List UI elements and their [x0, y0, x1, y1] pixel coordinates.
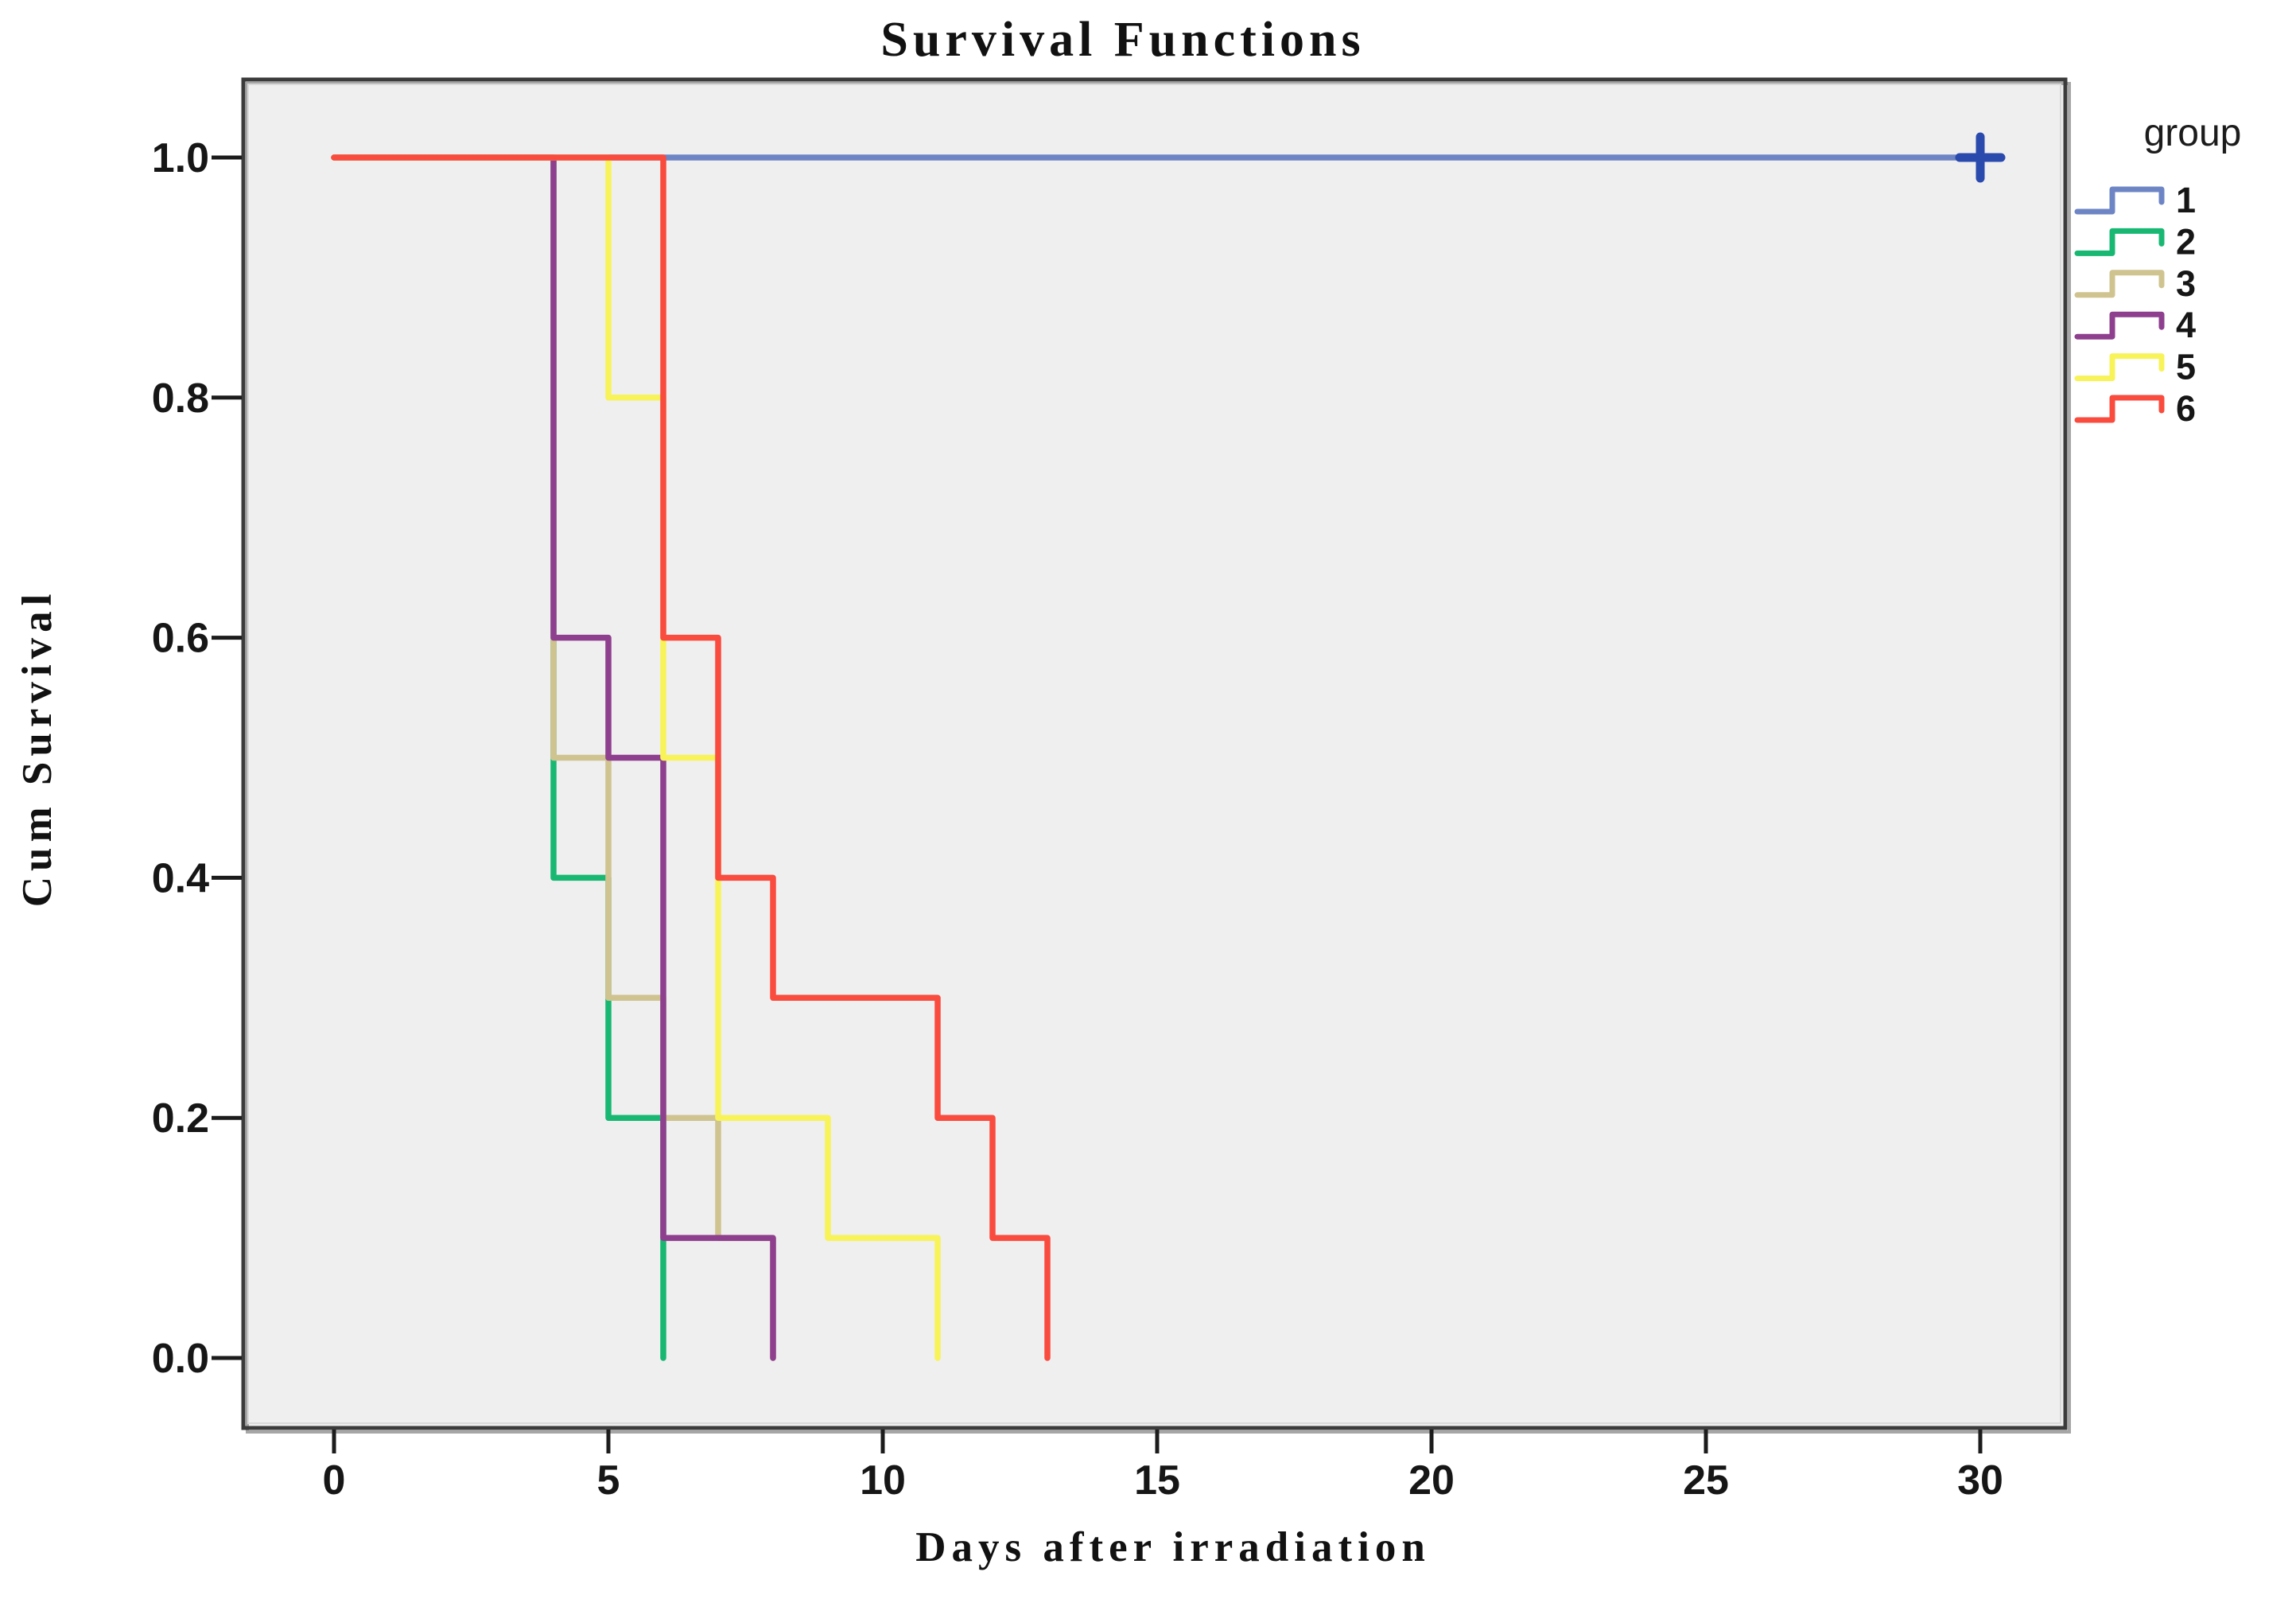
x-tick-label: 20 [1408, 1457, 1455, 1504]
legend-item-3: 3 [2074, 263, 2196, 304]
legend-label-3: 3 [2176, 263, 2196, 304]
y-tick-label: 0.0 [152, 1336, 209, 1382]
y-axis-title: Cum Survival [14, 589, 60, 908]
legend-swatch-6 [2074, 395, 2165, 423]
legend-swatch-4 [2074, 311, 2165, 340]
y-tick-label: 0.8 [152, 375, 209, 422]
chart-title: Survival Functions [880, 13, 1365, 67]
legend-label-6: 6 [2176, 388, 2196, 429]
y-tick-label: 0.6 [152, 616, 209, 662]
y-tick-label: 0.4 [152, 855, 209, 901]
y-tick-label: 0.2 [152, 1095, 209, 1142]
axes-layer: 0 5 10 15 20 25 30 0.0 0.2 0.4 0.6 0.8 1.0 [152, 135, 2003, 1504]
x-tick-label: 5 [597, 1457, 620, 1504]
x-tick-label: 25 [1683, 1457, 1729, 1504]
plot-frame [241, 77, 2068, 1430]
legend-title: group [2144, 112, 2242, 154]
legend-item-4: 4 [2074, 305, 2196, 345]
x-tick-label: 15 [1134, 1457, 1180, 1504]
censor-mark-group-1 [1955, 132, 2006, 183]
curves-layer [331, 154, 1983, 1361]
survival-curve-group-4 [331, 154, 776, 1361]
legend-item-5: 5 [2074, 347, 2196, 387]
legend-swatch-3 [2074, 270, 2165, 298]
legend-label-2: 2 [2176, 221, 2196, 262]
legend-item-6: 6 [2074, 388, 2196, 429]
y-tick-label: 1.0 [152, 135, 209, 181]
legend-swatch-2 [2074, 228, 2165, 256]
x-tick-label: 10 [860, 1457, 906, 1504]
legend-swatch-5 [2074, 353, 2165, 382]
x-tick-label: 0 [323, 1457, 346, 1504]
legend-label-4: 4 [2176, 305, 2196, 345]
censor-marks-layer [1955, 132, 2006, 183]
frame-inner-highlight [247, 84, 2061, 1424]
x-tick-label: 30 [1957, 1457, 2003, 1504]
legend-label-1: 1 [2176, 180, 2196, 220]
survival-curve-group-6 [331, 154, 1051, 1361]
x-axis-title: Days after irradiation [915, 1524, 1431, 1570]
legend-swatch-1 [2074, 186, 2165, 215]
legend-item-1: 1 [2074, 180, 2196, 220]
legend-item-2: 2 [2074, 221, 2196, 262]
legend-label-5: 5 [2176, 347, 2196, 387]
plot-area-background [243, 80, 2065, 1428]
